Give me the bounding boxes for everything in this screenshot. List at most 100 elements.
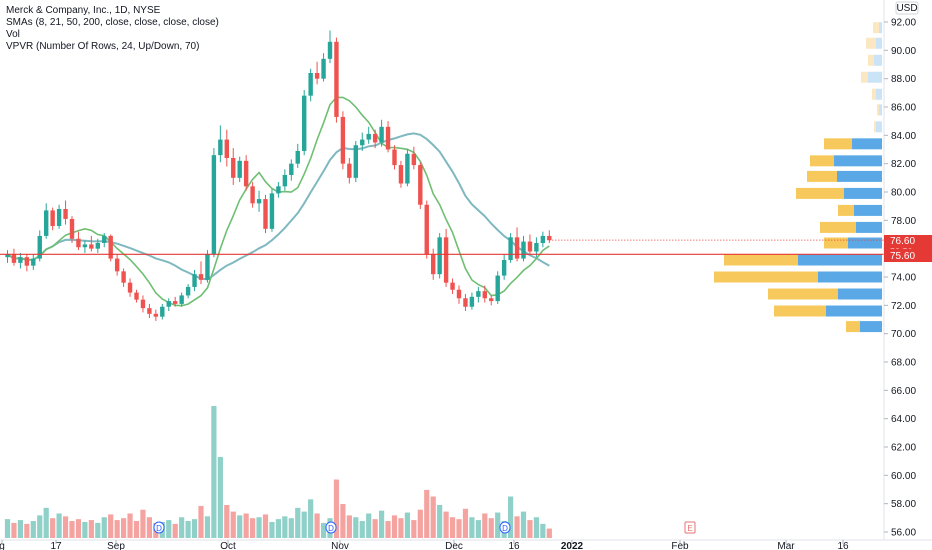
volume-bar: [527, 520, 533, 538]
volume-bar: [11, 522, 17, 538]
volume-bar: [391, 515, 398, 538]
legend-sma[interactable]: SMAs (8, 21, 50, 200, close, close, clos…: [6, 17, 219, 28]
candle-body: [63, 209, 68, 219]
volume-bar: [114, 520, 120, 538]
legend-vol[interactable]: Vol: [6, 29, 20, 40]
volume-bar: [282, 516, 288, 538]
price-tick-label: 70.00: [891, 329, 916, 340]
candle-body: [173, 301, 178, 304]
volume-profile-down-bar: [774, 305, 826, 317]
volume-bar: [411, 520, 417, 538]
volume-bar: [88, 520, 94, 538]
candle-body: [5, 254, 10, 258]
price-levels: [0, 239, 884, 255]
candle-body: [469, 296, 475, 307]
candle-body: [192, 274, 197, 287]
volume-bar: [24, 523, 30, 538]
volume-profile-down-bar: [807, 170, 837, 182]
volume-bar: [37, 515, 43, 538]
level-price-tag: 75.60: [884, 249, 932, 262]
volume-bar: [546, 528, 552, 538]
volume-profile-up-bar: [876, 37, 882, 49]
candle-body: [224, 139, 229, 158]
marker-label: D: [328, 524, 334, 533]
volume-bar: [379, 510, 385, 538]
volume-bar: [308, 499, 314, 538]
volume-profile-down-bar: [796, 187, 844, 199]
price-tick-label: 64.00: [891, 414, 916, 425]
volume-profile-down-bar: [877, 104, 879, 116]
volume-bar: [262, 514, 269, 538]
candle-body: [289, 163, 294, 175]
volume-profile-up-bar: [876, 88, 882, 100]
volume-bar: [230, 511, 236, 538]
candle-body: [392, 149, 397, 166]
legend-symbol[interactable]: Merck & Company, Inc., 1D, NYSE: [6, 5, 161, 16]
candle-body: [127, 282, 133, 293]
volume-profile-up-bar: [876, 121, 882, 133]
candle-body: [256, 199, 262, 204]
currency-box[interactable]: [895, 1, 919, 15]
volume-bar: [191, 519, 198, 538]
candle-body: [347, 163, 352, 178]
candle-body: [24, 257, 30, 266]
time-tick-label: Oct: [220, 541, 236, 550]
candle-body: [456, 289, 462, 299]
price-tick-label: 92.00: [891, 18, 916, 29]
volume-profile-up-bar: [856, 221, 882, 233]
time-tick-label: g: [0, 541, 5, 550]
candle-body: [102, 235, 107, 243]
volume-bar: [75, 519, 82, 538]
candle-body: [56, 209, 62, 226]
volume-bar: [237, 515, 243, 538]
time-axis[interactable]: g 17 Sep Oct Nov Dec 16 2022 Feb Mar 16: [0, 540, 849, 550]
candle-body: [295, 150, 300, 164]
volume-profile-down-bar: [846, 321, 860, 333]
candle-body: [514, 237, 520, 259]
volume-bar: [437, 505, 443, 538]
candle-body: [327, 41, 333, 59]
volume-bar: [211, 406, 217, 538]
volume-profile-up-bar: [818, 271, 882, 283]
price-tick-label: 66.00: [891, 386, 916, 397]
volume-bar: [269, 521, 275, 538]
candle-body: [450, 282, 455, 290]
price-tick-label: 82.00: [891, 159, 916, 170]
volume-bar: [166, 520, 172, 538]
candle-body: [166, 301, 171, 307]
candle-body: [308, 73, 313, 96]
legend-vpvr[interactable]: VPVR (Number Of Rows, 24, Up/Down, 70): [6, 41, 200, 52]
volume-bar: [353, 517, 359, 538]
candle-body: [121, 271, 126, 283]
volume-bar: [101, 517, 107, 538]
candle-body: [476, 291, 481, 297]
candle-body: [321, 58, 326, 79]
candle-body: [198, 274, 204, 280]
candle-body: [547, 235, 552, 241]
chart-legend: Merck & Company, Inc., 1D, NYSE SMAs (8,…: [6, 5, 219, 53]
volume-bar: [520, 511, 527, 538]
volume-bar: [404, 512, 410, 538]
volume-profile-down-bar: [861, 71, 868, 83]
volume-profile-up-bar: [874, 54, 882, 66]
candle-body: [398, 165, 404, 184]
candle-body: [44, 210, 49, 236]
volume-bar: [456, 519, 462, 538]
candle-body: [153, 313, 159, 317]
volume-profile-down-bar: [714, 271, 818, 283]
candle-body: [437, 237, 442, 275]
volume-profile-up-bar: [826, 305, 882, 317]
volume-bar: [133, 521, 140, 538]
volume-bar: [69, 521, 75, 538]
volume-bar: [179, 517, 185, 538]
candle-body: [540, 235, 546, 243]
candle-body: [231, 158, 236, 178]
volume-profile-down-bar: [824, 138, 852, 150]
volume-bar: [243, 513, 249, 538]
candle-body: [495, 275, 500, 302]
price-tick-label: 80.00: [891, 188, 916, 199]
volume-profile-up-bar: [868, 71, 882, 83]
volume-bar: [475, 520, 481, 538]
candle-body: [418, 165, 423, 205]
